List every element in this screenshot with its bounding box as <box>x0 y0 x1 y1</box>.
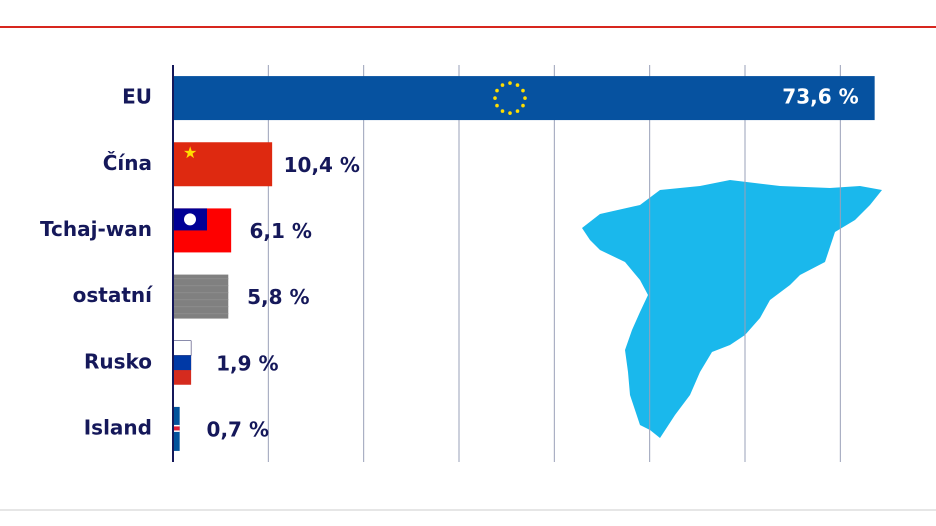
value-label: 6,1 % <box>249 219 311 243</box>
eu-star <box>523 96 527 100</box>
flag-sun <box>184 213 196 226</box>
category-label: Čína <box>103 151 152 175</box>
eu-star <box>495 103 499 108</box>
value-label: 5,8 % <box>247 285 309 309</box>
flag-star: ★ <box>183 143 197 162</box>
flag-stripe <box>173 355 192 371</box>
category-label: Tchaj-wan <box>40 217 152 241</box>
value-label: 1,9 % <box>216 351 278 375</box>
value-label: 0,7 % <box>207 417 269 441</box>
category-label: EU <box>122 85 152 109</box>
greenland-map <box>582 180 882 438</box>
eu-star <box>515 83 520 87</box>
eu-star <box>493 96 497 100</box>
category-label: Island <box>84 415 152 439</box>
eu-star <box>508 81 512 85</box>
category-label: Rusko <box>84 349 152 373</box>
eu-star <box>521 103 525 108</box>
value-label: 73,6 % <box>782 85 858 109</box>
eu-star <box>515 109 520 113</box>
flag-stripe <box>172 340 192 356</box>
eu-star <box>500 83 505 87</box>
value-label: 10,4 % <box>284 153 360 177</box>
bar <box>173 274 229 319</box>
bar <box>173 142 273 187</box>
category-label: ostatní <box>73 283 154 307</box>
flag-cross <box>173 426 180 431</box>
eu-star <box>508 111 512 115</box>
eu-star <box>500 109 505 113</box>
eu-star <box>521 88 525 93</box>
eu-star <box>495 88 499 93</box>
